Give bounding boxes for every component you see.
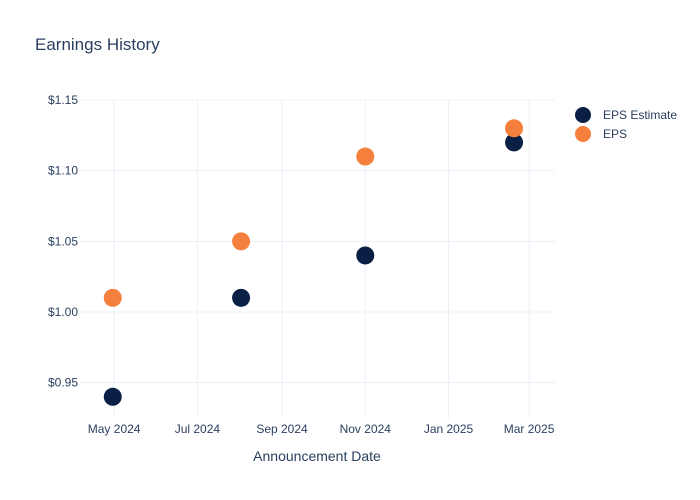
x-tick-label: Nov 2024 — [340, 422, 392, 436]
legend-label: EPS Estimate — [603, 108, 677, 122]
x-axis-ticks: May 2024 Jul 2024 Sep 2024 Nov 2024 Jan 2025… — [88, 422, 555, 436]
legend-marker — [575, 107, 591, 123]
x-tick-label: Jul 2024 — [175, 422, 221, 436]
y-axis-ticks: $0.95 $1.00 $1.05 $1.10 $1.15 — [48, 93, 78, 390]
eps-estimate-point[interactable] — [505, 133, 524, 152]
x-axis-title: Announcement Date — [253, 448, 381, 464]
y-tick-label: $1.10 — [48, 164, 78, 178]
y-tick-label: $1.05 — [48, 234, 78, 248]
x-tick-label: Sep 2024 — [256, 422, 308, 436]
eps-estimate-point[interactable] — [356, 246, 375, 265]
grid-layer — [80, 99, 555, 418]
eps-point[interactable] — [103, 288, 122, 307]
legend-item-eps[interactable]: EPS — [575, 126, 627, 142]
eps-point[interactable] — [356, 147, 375, 166]
eps-estimate-point[interactable] — [103, 387, 122, 406]
y-tick-label: $0.95 — [48, 376, 78, 390]
legend-item-eps-estimate[interactable]: EPS Estimate — [575, 107, 677, 123]
y-tick-label: $1.15 — [48, 93, 78, 107]
y-tick-label: $1.00 — [48, 305, 78, 319]
legend[interactable]: EPS Estimate EPS — [575, 107, 677, 142]
x-tick-label: Mar 2025 — [504, 422, 555, 436]
eps-estimate-point[interactable] — [232, 288, 251, 307]
eps-point[interactable] — [232, 232, 251, 251]
data-points — [103, 119, 524, 406]
legend-label: EPS — [603, 127, 627, 141]
x-tick-label: Jan 2025 — [424, 422, 474, 436]
x-tick-label: May 2024 — [88, 422, 141, 436]
eps-point[interactable] — [505, 119, 524, 138]
legend-marker — [575, 126, 591, 142]
chart-title: Earnings History — [35, 35, 160, 54]
